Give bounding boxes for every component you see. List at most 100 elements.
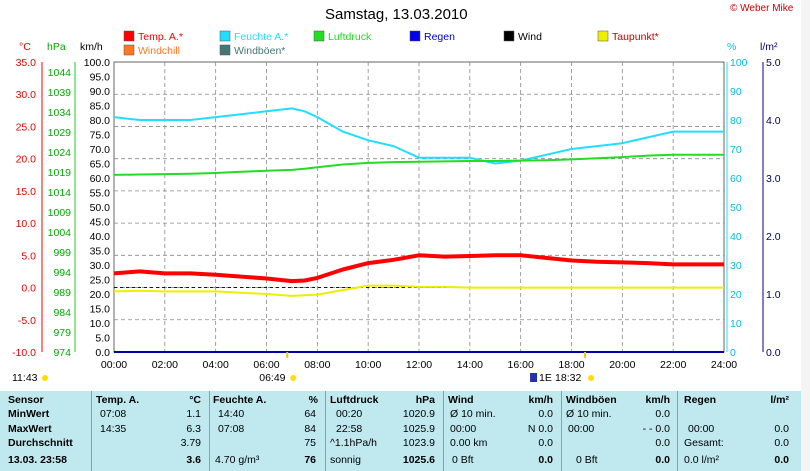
wind-tick-label: 45.0 — [90, 217, 111, 229]
legend-label: Feuchte A.* — [234, 31, 288, 43]
table-divider — [91, 391, 92, 471]
x-tick-label: 10:00 — [355, 359, 381, 371]
pressure-tick-label: 989 — [53, 287, 71, 299]
page-title: Samstag, 13.03.2010 — [325, 6, 468, 23]
humidity-min-value: 64 — [304, 408, 316, 420]
pressure-tick-label: 974 — [53, 347, 71, 359]
pressure-tick-label: 1019 — [48, 167, 72, 179]
humidity-tick-label: 10 — [730, 318, 742, 330]
pressure-tick-label: 1009 — [48, 207, 72, 219]
humidity-avg-value: 75 — [304, 437, 316, 449]
rain-tick-label: 5.0 — [766, 57, 781, 69]
x-tick-label: 22:00 — [660, 359, 686, 371]
series-line — [113, 253, 724, 284]
temp-avg-value: 3.79 — [180, 437, 201, 449]
gust-avg-label: Ø 10 min. — [566, 408, 612, 420]
pressure-tick-label: 1014 — [48, 187, 72, 199]
pressure-tick-label: 1044 — [48, 67, 72, 79]
humidity-current-value: 76 — [304, 454, 316, 466]
pressure-current-value: 1025.6 — [402, 454, 435, 466]
wind-tick-label: 80.0 — [90, 115, 111, 127]
x-tick-label: 08:00 — [304, 359, 330, 371]
x-tick-label: 16:00 — [508, 359, 534, 371]
wind-tick-label: 50.0 — [90, 202, 111, 214]
humidity-tick-label: 30 — [730, 260, 742, 272]
pressure-tick-label: 984 — [53, 307, 71, 319]
series-line — [113, 107, 724, 165]
temp-min-value: 1.1 — [186, 408, 201, 420]
pressure-tick-label: 979 — [53, 327, 71, 339]
humidity-tick-label: 70 — [730, 144, 742, 156]
wind-tick-label: 85.0 — [90, 101, 111, 113]
rain-total-value: 0.0 — [774, 437, 789, 449]
wind-tick-label: 5.0 — [95, 333, 110, 345]
temp-max-value: 6.3 — [186, 423, 201, 435]
x-tick-label: 04:00 — [203, 359, 229, 371]
humidity-tick-label: 100 — [730, 57, 748, 69]
wind-tick-label: 95.0 — [90, 72, 111, 84]
wind-tick-label: 60.0 — [90, 173, 111, 185]
temp-unit-label: °C — [19, 41, 31, 53]
x-tick-label: 18:00 — [558, 359, 584, 371]
wind-tick-label: 100.0 — [84, 57, 110, 69]
temp-min-time: 07:08 — [100, 408, 127, 420]
pressure-tick-label: 1029 — [48, 127, 72, 139]
header-temp-unit: °C — [189, 394, 201, 406]
header-rain: Regen — [684, 394, 717, 406]
pressure-tick-label: 1024 — [48, 147, 72, 159]
rain-tick-label: 1.0 — [766, 289, 781, 301]
moon-icon — [530, 373, 538, 382]
legend-swatch — [219, 44, 231, 56]
series-line — [113, 284, 724, 297]
legend-swatch — [123, 44, 135, 56]
temp-tick-label: 15.0 — [16, 186, 37, 198]
legend-swatch — [123, 30, 135, 42]
sunrise-label: 06:49 — [259, 372, 285, 384]
wind-unit-label: km/h — [80, 41, 103, 53]
pressure-unit-label: hPa — [47, 41, 66, 53]
header-rain-unit: l/m² — [770, 394, 789, 406]
legend-label: Wind — [518, 31, 542, 43]
wind-tick-label: 25.0 — [90, 275, 111, 287]
wind-avg-label: Ø 10 min. — [450, 408, 496, 420]
copyright-label: © Weber Mike — [730, 3, 794, 14]
header-wind-unit: km/h — [528, 394, 553, 406]
rain-current-label: 0.0 l/m² — [684, 454, 720, 466]
table-divider — [443, 391, 444, 471]
pressure-tick-label: 1039 — [48, 87, 72, 99]
rain-tick-label: 0.0 — [766, 347, 781, 359]
wind-distance-value: 0.0 — [538, 437, 553, 449]
wind-current-value: 0.0 — [538, 454, 553, 466]
x-tick-label: 24:00 — [711, 359, 737, 371]
legend-label: Regen — [424, 31, 455, 43]
pressure-min-value: 1020.9 — [402, 408, 435, 420]
wind-tick-label: 35.0 — [90, 246, 111, 258]
pressure-max-value: 1025.9 — [402, 423, 435, 435]
table-divider — [677, 391, 678, 471]
wind-tick-label: 20.0 — [90, 289, 111, 301]
x-tick-label: 20:00 — [609, 359, 635, 371]
rain-tick-label: 3.0 — [766, 173, 781, 185]
wind-avg-value: 0.0 — [538, 408, 553, 420]
humidity-tick-label: 90 — [730, 86, 742, 98]
table-divider — [561, 391, 562, 471]
legend-label: Windchill — [138, 45, 180, 57]
wind-tick-label: 40.0 — [90, 231, 111, 243]
pressure-tick-label: 999 — [53, 247, 71, 259]
wind-tick-label: 90.0 — [90, 86, 111, 98]
chart-svg: 00:00 02:00 04:00 06:00 08:00 10:00 12:00 14:00… — [12, 29, 810, 384]
legend-label: Temp. A.* — [138, 31, 183, 43]
table-divider — [209, 391, 210, 471]
legend-swatch — [597, 30, 609, 42]
pressure-min-time: 00:20 — [336, 408, 363, 420]
pressure-tick-label: 1034 — [48, 107, 72, 119]
gust-current-value: 0.0 — [655, 454, 670, 466]
humidity-min-time: 14:40 — [218, 408, 245, 420]
humidity-max-value: 84 — [304, 423, 316, 435]
wind-distance: 0.00 km — [450, 437, 488, 449]
temp-tick-label: 5.0 — [21, 250, 36, 262]
humidity-tick-label: 60 — [730, 173, 742, 185]
gust-bft: 0 Bft — [576, 454, 598, 466]
legend-label: Luftdruck — [328, 31, 372, 43]
x-tick-label: 00:00 — [101, 359, 127, 371]
